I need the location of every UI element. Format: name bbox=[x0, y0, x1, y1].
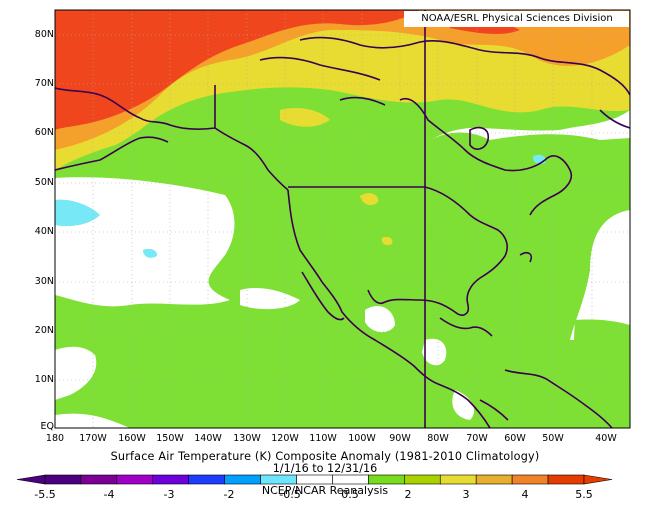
lon-label-50w: 50W bbox=[542, 433, 564, 444]
anomaly-white-pacific bbox=[55, 177, 235, 307]
credit-label: NOAA/ESRL Physical Sciences Division bbox=[404, 11, 629, 27]
anomaly-white-central-america bbox=[422, 338, 447, 366]
colorbar-label-neg2: -2 bbox=[223, 488, 235, 501]
anomaly-white-atlantic bbox=[430, 110, 630, 340]
colorbar-label-neg3: -3 bbox=[163, 488, 175, 501]
colorbar-bin bbox=[368, 474, 405, 485]
lat-label-40n: 40N bbox=[34, 226, 54, 237]
lon-label-180: 180 bbox=[45, 433, 65, 444]
colorbar-label-neg5-5: -5.5 bbox=[34, 488, 56, 501]
lon-label-80w: 80W bbox=[427, 433, 449, 444]
lon-label-70w: 70W bbox=[466, 433, 488, 444]
anomaly-white-baja bbox=[240, 288, 300, 310]
data-source: NCEP/NCAR Reanalysis bbox=[261, 484, 389, 497]
lon-label-60w: 60W bbox=[504, 433, 526, 444]
colorbar-bin bbox=[475, 474, 513, 485]
lat-label-70n: 70N bbox=[34, 78, 54, 89]
colorbar-bin bbox=[44, 474, 82, 485]
colorbar-bin bbox=[439, 474, 477, 485]
colorbar-bin bbox=[296, 474, 333, 485]
colorbar-bin bbox=[404, 474, 441, 485]
lon-label-130w: 130W bbox=[233, 433, 261, 444]
colorbar-bin bbox=[260, 474, 297, 485]
anomaly-cyan-spot bbox=[143, 248, 158, 258]
anomaly-field bbox=[55, 10, 630, 428]
colorbar-bin bbox=[224, 474, 261, 485]
lon-label-120w: 120W bbox=[271, 433, 299, 444]
colorbar-label-5-5: 5.5 bbox=[575, 488, 593, 501]
lat-label-60n: 60N bbox=[34, 127, 54, 138]
lat-label-20n: 20N bbox=[34, 325, 54, 336]
lat-label-80n: 80N bbox=[34, 29, 54, 40]
colorbar-bin bbox=[80, 474, 118, 485]
grid-lines bbox=[55, 10, 630, 428]
anomaly-green-strip bbox=[55, 295, 180, 350]
lat-label-30n: 30N bbox=[34, 276, 54, 287]
colorbar-bin bbox=[511, 474, 549, 485]
colorbar-bin bbox=[116, 474, 154, 485]
colorbar-bin bbox=[152, 474, 190, 485]
lon-label-100w: 100W bbox=[348, 433, 376, 444]
lat-label-eq: EQ bbox=[40, 421, 54, 432]
colorbar-bin bbox=[332, 474, 369, 485]
colorbar-bin bbox=[547, 474, 585, 485]
lat-label-50n: 50N bbox=[34, 177, 54, 188]
anomaly-yellow-canada bbox=[280, 108, 330, 127]
map-title: Surface Air Temperature (K) Composite An… bbox=[110, 450, 540, 463]
colorbar-bin bbox=[188, 474, 225, 485]
coastlines bbox=[55, 10, 630, 428]
colorbar bbox=[16, 474, 613, 485]
colorbar-label-0-5: 0.5 bbox=[341, 488, 359, 501]
lon-label-90w: 90W bbox=[389, 433, 411, 444]
lon-label-40w: 40W bbox=[595, 433, 617, 444]
colorbar-label-4: 4 bbox=[521, 488, 529, 501]
lon-label-110w: 110W bbox=[309, 433, 337, 444]
anomaly-red-area bbox=[55, 10, 420, 130]
anomaly-yellow-spot-1 bbox=[360, 193, 379, 206]
colorbar-high-arrow bbox=[583, 474, 613, 485]
anomaly-white-equator bbox=[55, 413, 130, 428]
lon-label-170w: 170W bbox=[79, 433, 107, 444]
colorbar-label-neg0-5: -0.5 bbox=[279, 488, 301, 501]
map-border bbox=[54, 9, 631, 429]
lon-label-160w: 160W bbox=[118, 433, 146, 444]
lon-label-140w: 140W bbox=[194, 433, 222, 444]
anomaly-yellow-spot-2 bbox=[381, 236, 393, 246]
colorbar-label-3: 3 bbox=[462, 488, 470, 501]
anomaly-white-pacific-south bbox=[452, 390, 475, 420]
colorbar-low-arrow bbox=[16, 474, 46, 485]
lon-label-150w: 150W bbox=[156, 433, 184, 444]
lat-label-10n: 10N bbox=[34, 374, 54, 385]
anomaly-green-atlantic bbox=[573, 319, 630, 428]
date-range: 1/1/16 to 12/31/16 bbox=[272, 462, 378, 475]
colorbar-label-2: 2 bbox=[404, 488, 412, 501]
anomaly-white-south bbox=[55, 346, 97, 400]
anomaly-green-pacific bbox=[55, 134, 234, 190]
colorbar-label-neg4: -4 bbox=[103, 488, 115, 501]
anomaly-cyan-pacific bbox=[55, 199, 100, 227]
anomaly-white-mexico bbox=[365, 305, 395, 333]
